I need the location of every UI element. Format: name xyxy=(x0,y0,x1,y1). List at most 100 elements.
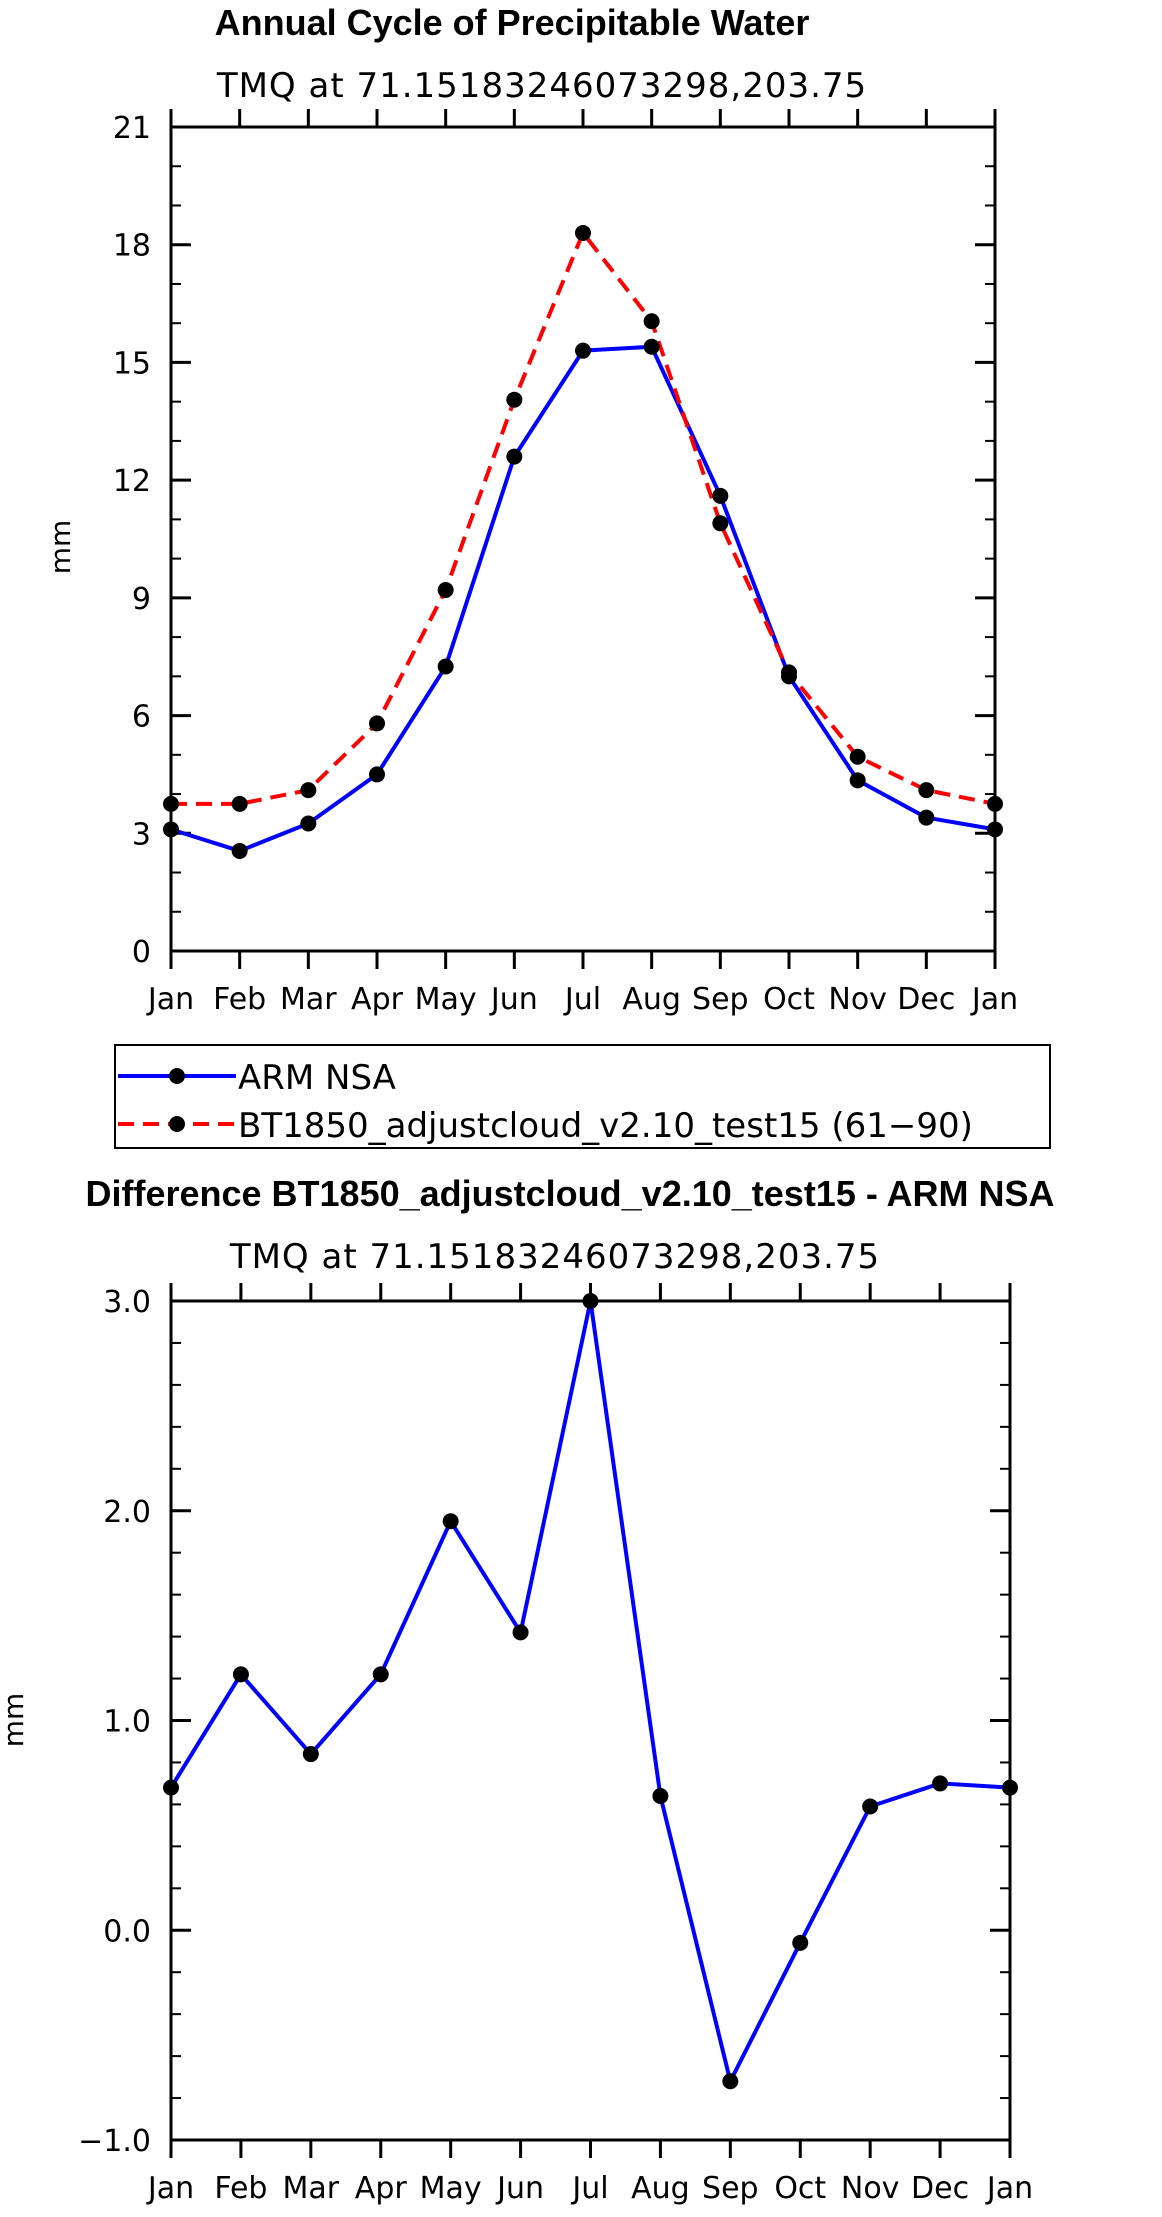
chart2-subtitle: TMQ at 71.15183246073298,203.75 xyxy=(229,1237,880,1277)
chart2-ylabel: mm xyxy=(0,1693,30,1748)
data-point xyxy=(575,224,591,241)
data-point xyxy=(712,515,729,532)
y-tick-label: 3.0 xyxy=(103,1285,151,1320)
x-tick-label: Sep xyxy=(692,982,749,1017)
data-point xyxy=(652,1788,669,1805)
y-tick-label: 12 xyxy=(113,464,151,499)
y-tick-label: 1.0 xyxy=(103,1705,151,1740)
x-tick-label: Jan xyxy=(146,982,194,1017)
y-tick-label: 18 xyxy=(113,229,151,264)
data-point xyxy=(163,821,179,838)
chart1-y-axis: 0 3 6 9 12 15 18 21 xyxy=(113,111,995,970)
chart1-title: Annual Cycle of Precipitable Water xyxy=(215,2,810,43)
y-tick-label: 9 xyxy=(132,582,151,617)
chart1-subtitle: TMQ at 71.15183246073298,203.75 xyxy=(216,66,867,106)
y-tick-label: 15 xyxy=(113,346,151,381)
legend-model-label: BT1850_adjustcloud_v2.10_test15 (61−90) xyxy=(238,1106,973,1146)
data-point xyxy=(932,1775,949,1792)
data-point xyxy=(643,338,660,355)
x-tick-label: Dec xyxy=(911,2171,969,2206)
x-tick-label: Jan xyxy=(146,2171,194,2206)
x-tick-label: Jan xyxy=(970,982,1018,1017)
x-tick-label: Apr xyxy=(351,982,404,1017)
x-tick-label: Aug xyxy=(631,2171,690,2206)
x-tick-label: Oct xyxy=(763,982,815,1017)
data-point xyxy=(792,1934,809,1951)
x-tick-label: Nov xyxy=(828,982,887,1017)
legend-arm-label: ARM NSA xyxy=(238,1058,396,1098)
data-point xyxy=(300,782,317,799)
data-point xyxy=(232,1666,249,1683)
x-tick-label: Nov xyxy=(841,2171,900,2206)
x-tick-label: Apr xyxy=(355,2171,408,2206)
chart2-x-axis: Jan Feb Mar Apr May Jun Jul Aug Sep Oct Nov Dec Jan xyxy=(146,1283,1033,2206)
x-tick-label: Jul xyxy=(563,982,601,1017)
x-tick-label: Mar xyxy=(280,982,337,1017)
data-point xyxy=(849,772,866,789)
x-tick-label: Dec xyxy=(897,982,955,1017)
chart-difference: Difference BT1850_adjustcloud_v2.10_test… xyxy=(0,1173,1055,2206)
x-tick-label: Mar xyxy=(283,2171,340,2206)
chart2-y-axis: −1.0 0.0 1.0 2.0 3.0 xyxy=(78,1285,1010,2159)
series-line-0 xyxy=(170,344,996,853)
x-tick-label: Sep xyxy=(702,2171,759,2206)
data-point xyxy=(442,1513,459,1530)
data-point xyxy=(862,1798,879,1815)
chart1-series xyxy=(163,224,1003,859)
x-tick-label: Aug xyxy=(622,982,681,1017)
y-tick-label: 0.0 xyxy=(103,1914,151,1949)
plot-frame xyxy=(169,1299,1012,2142)
y-tick-label: −1.0 xyxy=(78,2124,151,2159)
data-point xyxy=(987,795,1003,812)
chart2-plot-area xyxy=(169,1299,1012,2142)
series-line-1 xyxy=(171,230,996,806)
chart1-ylabel: mm xyxy=(44,520,77,575)
data-point xyxy=(163,795,179,812)
x-tick-label: Jan xyxy=(985,2171,1033,2206)
data-point xyxy=(781,664,797,681)
data-point xyxy=(506,391,523,408)
chart2-series xyxy=(163,1293,1018,2090)
y-tick-label: 3 xyxy=(132,817,151,852)
y-tick-label: 2.0 xyxy=(103,1495,151,1530)
x-tick-label: May xyxy=(420,2171,482,2206)
data-point xyxy=(512,1624,529,1641)
data-point xyxy=(231,795,248,812)
y-tick-label: 6 xyxy=(132,700,151,735)
x-tick-label: Jun xyxy=(495,2171,544,2206)
series-line-0 xyxy=(169,1299,1011,2084)
chart-precipitable-water: Annual Cycle of Precipitable Water TMQ a… xyxy=(44,2,1018,1017)
x-tick-label: Feb xyxy=(214,2171,267,2206)
data-point xyxy=(987,821,1003,838)
x-tick-label: Jul xyxy=(570,2171,608,2206)
data-point xyxy=(918,809,935,826)
data-point xyxy=(1002,1779,1018,1796)
chart1-x-axis: Jan Feb Mar Apr May Jun Jul Aug Sep Oct Nov Dec Jan xyxy=(146,109,1018,1017)
legend-arm-marker xyxy=(169,1068,185,1084)
legend-box xyxy=(114,1044,1051,1149)
x-tick-label: Feb xyxy=(213,982,266,1017)
data-point xyxy=(302,1746,319,1763)
data-point xyxy=(575,342,591,359)
data-point xyxy=(506,448,523,465)
data-point xyxy=(372,1666,389,1683)
chart1-legend: ARM NSA BT1850_adjustcloud_v2.10_test15 … xyxy=(114,1044,1051,1149)
x-tick-label: May xyxy=(415,982,477,1017)
data-point xyxy=(849,748,866,765)
data-point xyxy=(369,715,385,732)
data-point xyxy=(712,487,729,504)
data-point xyxy=(300,815,317,832)
data-point xyxy=(918,782,935,799)
chart2-title: Difference BT1850_adjustcloud_v2.10_test… xyxy=(85,1173,1054,1214)
legend-model-marker xyxy=(169,1116,185,1132)
data-point xyxy=(369,766,385,783)
data-point xyxy=(643,313,660,330)
data-point xyxy=(437,582,454,599)
data-point xyxy=(231,842,248,859)
data-point xyxy=(722,2073,739,2090)
data-point xyxy=(163,1779,179,1796)
y-tick-label: 0 xyxy=(132,935,151,970)
x-tick-label: Jun xyxy=(489,982,538,1017)
y-tick-label: 21 xyxy=(113,111,151,146)
